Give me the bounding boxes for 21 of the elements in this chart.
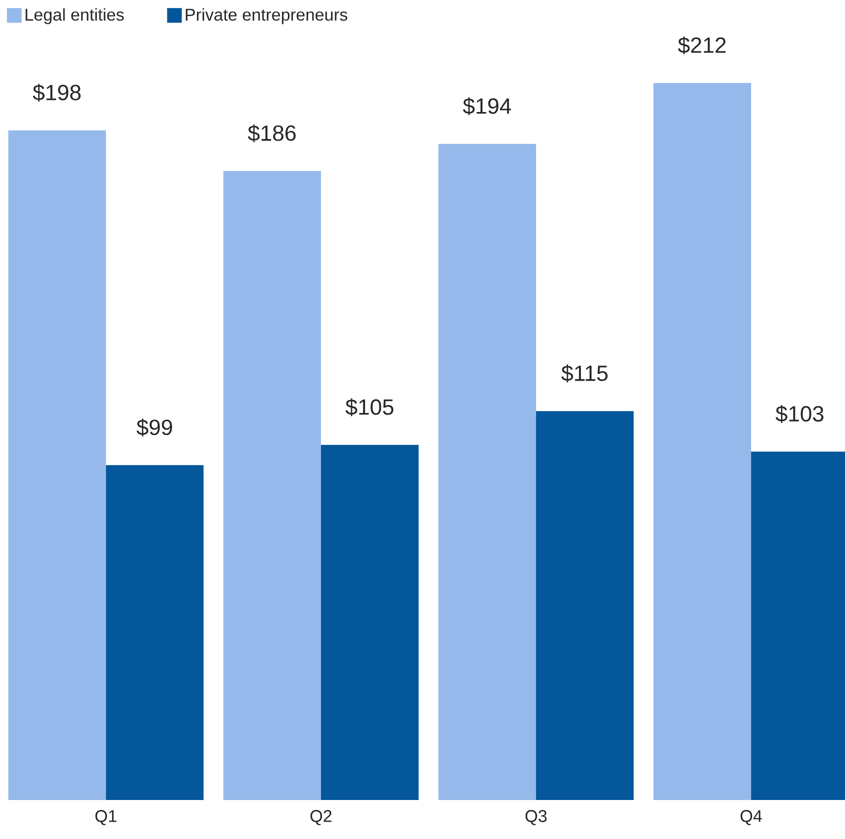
bar: [438, 144, 536, 800]
data-label: $115: [561, 364, 608, 382]
data-label: $99: [136, 418, 172, 436]
x-tick-label: Q4: [740, 810, 762, 826]
x-tick-label: Q1: [95, 810, 116, 826]
data-label: $212: [678, 36, 726, 54]
data-label: $198: [32, 84, 81, 102]
bar: [320, 444, 419, 800]
data-label: $105: [346, 398, 394, 416]
bar: [8, 130, 106, 800]
x-tick-label: Q2: [310, 810, 332, 826]
data-label: $194: [462, 97, 512, 116]
x-tick-label: Q3: [526, 810, 547, 826]
legend-label: Private entrepreneurs: [186, 8, 348, 24]
bar: [223, 170, 321, 800]
bar: [653, 83, 752, 800]
bar: [536, 411, 634, 800]
legend-label: Legal entities: [26, 8, 124, 24]
data-label: $186: [248, 124, 296, 142]
data-label: $103: [776, 405, 824, 423]
bar: [106, 465, 204, 800]
